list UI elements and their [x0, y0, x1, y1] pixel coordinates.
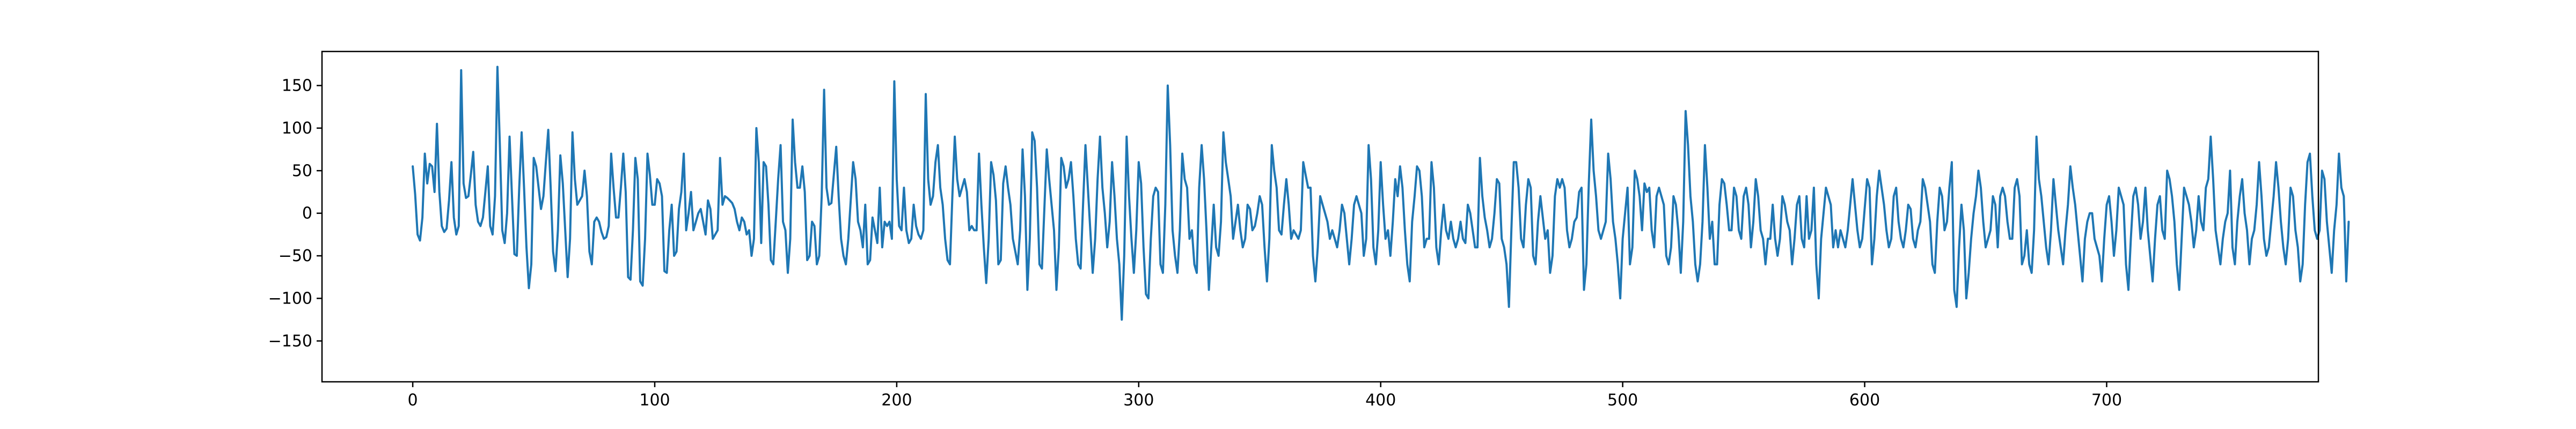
- y-axis-ticks: −150 −100 −50 0 50 100 150: [268, 77, 322, 351]
- x-tick-label: 200: [881, 391, 912, 410]
- y-tick-label: −50: [279, 247, 312, 265]
- y-tick-label: −100: [268, 289, 312, 308]
- y-tick-label: −150: [268, 332, 312, 351]
- y-tick-label: 0: [302, 204, 312, 223]
- x-tick-label: 400: [1365, 391, 1396, 410]
- x-tick-label: 500: [1607, 391, 1638, 410]
- y-tick-label: 100: [282, 119, 312, 138]
- y-tick-label: 150: [282, 77, 312, 95]
- x-tick-label: 600: [1849, 391, 1880, 410]
- plot-area-frame: [321, 50, 2319, 383]
- x-tick-label: 300: [1123, 391, 1154, 410]
- x-tick-label: 100: [639, 391, 670, 410]
- series-lines: [412, 65, 2350, 321]
- series-line: [412, 65, 2350, 321]
- y-tick-label: 50: [292, 161, 312, 180]
- x-tick-label: 700: [2091, 391, 2122, 410]
- x-tick-label: 0: [408, 391, 418, 410]
- x-axis-ticks: 0 100 200 300 400 500 600 700: [408, 382, 2122, 410]
